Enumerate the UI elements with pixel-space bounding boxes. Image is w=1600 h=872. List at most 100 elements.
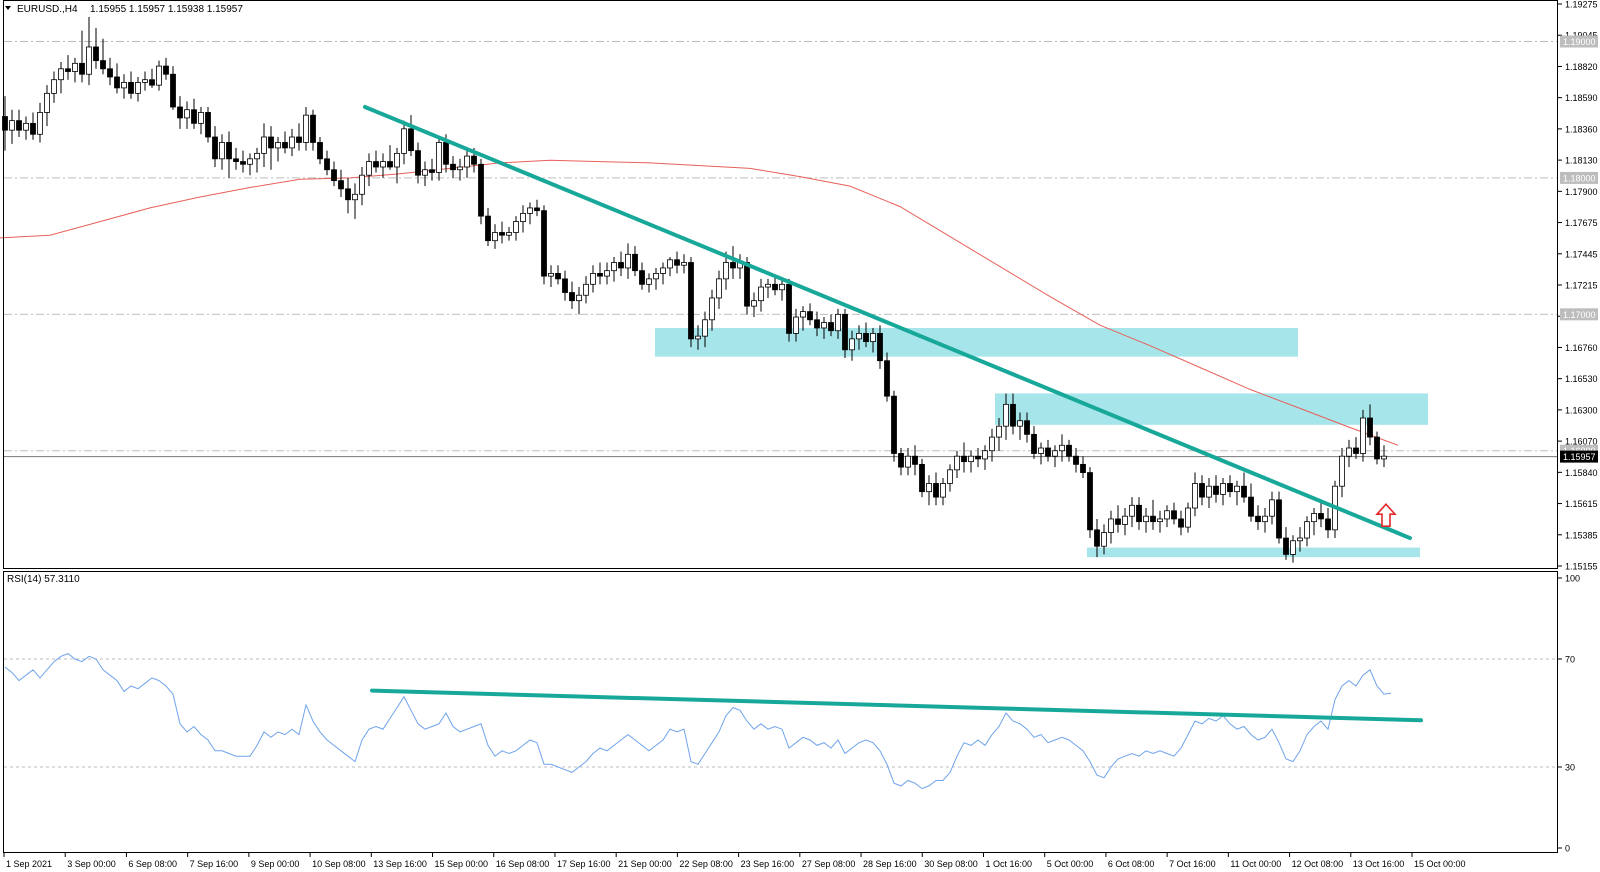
price-axis-label: 1.17675 (1565, 218, 1598, 228)
candle-body (835, 313, 841, 332)
candle-body (303, 114, 309, 143)
time-axis-label: 7 Oct 16:00 (1169, 859, 1216, 869)
candle-body (37, 112, 43, 135)
candle-body (821, 322, 827, 329)
candle-body (184, 109, 190, 119)
dropdown-triangle-icon[interactable] (5, 6, 11, 10)
time-axis-label: 13 Sep 16:00 (373, 859, 427, 869)
candle-body (1325, 518, 1331, 531)
symbol-label: EURUSD.,H4 (17, 4, 78, 15)
candle-body (1143, 515, 1149, 523)
candle-body (450, 163, 456, 171)
price-axis-label: 1.16530 (1565, 374, 1598, 384)
candle-body (954, 455, 960, 471)
time-axis-label: 30 Sep 08:00 (924, 859, 978, 869)
candle-body (191, 109, 197, 124)
candle-body (961, 455, 967, 463)
candle-body (814, 319, 820, 329)
candle-body (1066, 444, 1072, 457)
price-axis: 1.192751.190451.188201.185901.183601.181… (1558, 0, 1598, 572)
candle-body (149, 79, 155, 86)
time-axis-label: 9 Sep 00:00 (251, 859, 300, 869)
candle-body (968, 455, 974, 463)
candle-body (681, 262, 687, 266)
time-axis-label: 6 Sep 08:00 (128, 859, 177, 869)
price-axis-label: 1.18130 (1565, 156, 1598, 166)
candle-body (1080, 463, 1086, 473)
candle-body (898, 453, 904, 468)
candle-body (758, 286, 764, 302)
time-axis-label: 7 Sep 16:00 (190, 859, 239, 869)
candle-body (1199, 483, 1205, 498)
candle-body (394, 152, 400, 168)
level-lines (4, 41, 1558, 452)
candle-body (1318, 513, 1324, 520)
time-axis: 1 Sep 2021 3 Sep 00:00 6 Sep 08:00 7 Sep 16… (3, 853, 1466, 869)
price-pane[interactable]: EURUSD.,H4 1.15955 1.15957 1.15938 1.159… (0, 0, 1598, 572)
candle-body (891, 395, 897, 454)
candle-body (289, 136, 295, 149)
time-axis-label: 1 Oct 16:00 (985, 859, 1032, 869)
candle-body (618, 262, 624, 269)
candle-body (625, 253, 631, 269)
candle-body (1185, 507, 1191, 528)
rsi-trendline[interactable] (370, 688, 1423, 723)
ohlc-label: 1.15955 1.15957 1.15938 1.15957 (90, 4, 243, 15)
candle-body (856, 333, 862, 340)
price-trendline[interactable] (363, 104, 1412, 541)
price-axis-label: 1.17900 (1565, 187, 1598, 197)
price-axis-label: 1.18590 (1565, 93, 1598, 103)
candle-body (142, 79, 148, 83)
candle-body (44, 92, 50, 113)
candle-body (401, 128, 407, 154)
candle-body (996, 425, 1002, 438)
candle-body (842, 313, 848, 351)
rsi-label: RSI(14) 57.3110 (7, 574, 80, 585)
rsi-pane-frame (3, 571, 1558, 853)
level-badge (1560, 308, 1598, 321)
candle-body (520, 212, 526, 222)
time-axis-label: 1 Sep 2021 (6, 859, 52, 869)
candle-body (331, 169, 337, 182)
time-axis-label: 15 Oct 00:00 (1414, 859, 1466, 869)
candle-body (1024, 420, 1030, 435)
time-axis-label: 5 Oct 00:00 (1047, 859, 1094, 869)
candle-body (93, 46, 99, 62)
candle-body (1269, 499, 1275, 517)
candle-body (1003, 403, 1009, 427)
price-pane-frame (3, 0, 1558, 569)
level-badge-label: 1.17000 (1563, 310, 1596, 320)
candle-body (1283, 537, 1289, 555)
current-price-badge (1560, 450, 1598, 463)
rsi-level-lines (4, 658, 1558, 768)
candle-body (982, 450, 988, 460)
candle-body (884, 360, 890, 397)
candle-body (793, 316, 799, 334)
candle-body (534, 207, 540, 212)
candle-body (352, 193, 358, 201)
time-axis-label: 16 Sep 08:00 (496, 859, 550, 869)
candle-body (1206, 485, 1212, 498)
candle-body (324, 158, 330, 171)
price-axis-label: 1.15155 (1565, 562, 1598, 572)
time-axis-label: 28 Sep 16:00 (863, 859, 917, 869)
candle-body (1017, 420, 1023, 427)
candle-body (1227, 483, 1233, 493)
candle-body (1164, 510, 1170, 520)
candle-body (877, 333, 883, 362)
candle-body (597, 273, 603, 277)
candle-body (1234, 485, 1240, 493)
candle-body (233, 158, 239, 162)
candle-body (1339, 455, 1345, 487)
candle-body (1255, 515, 1261, 523)
candle-body (947, 469, 953, 484)
candle-body (58, 68, 64, 81)
candle-body (240, 161, 246, 165)
candle-body (716, 278, 722, 299)
candle-body (86, 46, 92, 75)
level-badge (1560, 171, 1598, 184)
moving-average-line (0, 159, 1399, 446)
rsi-pane[interactable]: RSI(14) 57.3110 100 70 30 0 (4, 574, 1580, 854)
